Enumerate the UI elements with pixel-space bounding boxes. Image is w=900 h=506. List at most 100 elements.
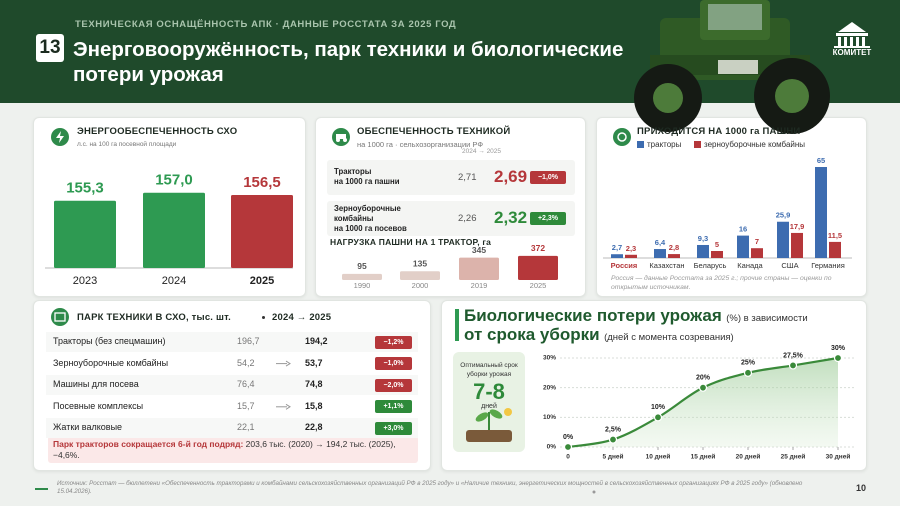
bar [697, 244, 709, 258]
change-badge: +1,1% [375, 400, 412, 414]
panel-subtitle: л.с. на 100 га посевной площади [77, 141, 177, 148]
old-value: 54,2 [237, 357, 255, 368]
bar [611, 254, 623, 258]
kicker: ТЕХНИЧЕСКАЯ ОСНАЩЁННОСТЬ АПК · ДАННЫЕ РО… [75, 19, 457, 30]
old-value: 15,7 [237, 400, 255, 411]
new-value: 2,32 [494, 207, 528, 227]
chart-title: НАГРУЗКА ПАШНИ НА 1 ТРАКТОР, га [330, 237, 492, 247]
category-label: 2024 [162, 275, 186, 287]
category-label: 2025 [530, 281, 547, 290]
bar [231, 195, 293, 268]
new-value: 74,8 [305, 379, 323, 390]
optimal-unit: дней [481, 403, 497, 410]
point [743, 368, 753, 377]
x-tick-label: 25 дней [781, 453, 806, 461]
legend-label: тракторы [647, 140, 682, 149]
value-label: 345 [472, 245, 486, 255]
value-label: 0% [563, 434, 574, 441]
x-tick-label: 30 дней [826, 453, 851, 461]
value-label: 157,0 [155, 172, 193, 189]
change-badge: −2,0% [375, 378, 412, 392]
panel-title: ПАРК ТЕХНИКИ В СХО, тыс. шт. [77, 312, 231, 323]
value-label: 10% [651, 404, 666, 411]
bar [815, 167, 827, 258]
value-label: 2,8 [669, 243, 679, 252]
note-text: 203,6 тыс. (2020) → 194,2 тыс. (2025), −… [53, 439, 396, 460]
value-label: 16 [739, 225, 747, 234]
page-number: 10 [856, 483, 867, 493]
row-bg [46, 418, 418, 439]
value-label: 156,5 [243, 174, 281, 191]
logo-text: КОМИТЕТ [832, 48, 872, 57]
category-label: Россия [611, 261, 638, 270]
panel-icons [35, 128, 631, 494]
losses-title: Биологические потери урожая [464, 306, 722, 325]
losses-title-line: от срока уборки (дней с момента созреван… [464, 325, 734, 345]
y-tick-label: 10% [543, 414, 556, 421]
change-badge: +2,3% [530, 211, 566, 225]
value-label: 155,3 [66, 180, 104, 197]
x-tick-label: 15 дней [691, 453, 716, 461]
point [698, 383, 708, 392]
source: Источник: Росстат — бюллетени «Обеспечен… [57, 480, 803, 495]
optimal-value: 7-8 [473, 379, 505, 404]
row-bg [46, 332, 418, 352]
losses-title: от срока уборки [464, 325, 600, 344]
old-value: 2,26 [458, 212, 477, 224]
legend-swatch [637, 141, 644, 148]
tractor-illustration [634, 0, 830, 134]
value-label: 9,3 [698, 234, 708, 243]
value-label: 7 [755, 237, 759, 246]
bar [400, 271, 440, 280]
bar [668, 254, 680, 258]
panel-subtitle: на 1000 га · сельхозорганизации РФ [357, 140, 484, 149]
new-value: 53,7 [305, 357, 323, 368]
new-value: 194,2 [305, 336, 328, 346]
slide-number: 13 [36, 34, 64, 62]
new-value: 15,8 [305, 400, 323, 411]
y-tick-label: 20% [543, 384, 556, 391]
fleet-note: Парк тракторов сокращается 6-й год подря… [53, 439, 413, 461]
bar [737, 235, 749, 258]
losses-unit: (%) в зависимости [726, 313, 808, 324]
bar [654, 249, 666, 258]
bar [791, 232, 803, 258]
bar [54, 200, 116, 268]
new-value: 22,8 [305, 422, 323, 433]
bar [711, 251, 723, 258]
category-label: США [781, 261, 798, 270]
row-label: Жатки валковые [53, 422, 123, 433]
value-label: 11,5 [828, 231, 842, 240]
bar [625, 254, 637, 258]
value-label: 2,5% [605, 426, 622, 433]
category-label: Казахстан [649, 261, 684, 270]
legend-swatch [694, 141, 701, 148]
category-label: 2023 [73, 275, 97, 287]
category-label: Германия [811, 261, 845, 270]
category-label: 2000 [412, 281, 429, 290]
panel-title: ПРИХОДИТСЯ НА 1000 га ПАШНИ [637, 126, 801, 137]
change-badge: −1,0% [530, 170, 566, 184]
bar [342, 273, 382, 280]
x-tick-label: 0 [566, 454, 570, 461]
point [608, 435, 618, 444]
category-label: 2025 [250, 275, 274, 287]
old-value: 22,1 [237, 422, 255, 433]
category-label: 2019 [471, 281, 488, 290]
point [563, 442, 573, 452]
value-label: 30% [831, 345, 846, 352]
row-label: Зерноуборочные комбайны на 1000 га посев… [334, 204, 407, 233]
category-label: Канада [737, 261, 763, 270]
value-label: 20% [696, 375, 711, 382]
row-bg [46, 375, 418, 396]
panel-title: ОБЕСПЕЧЕННОСТЬ ТЕХНИКОЙ [357, 126, 511, 137]
arrow-head [285, 360, 291, 367]
bar [459, 257, 499, 280]
logo-building [834, 22, 870, 48]
row-label: Машины для посева [53, 379, 139, 390]
category-label: 1990 [354, 281, 371, 290]
value-label: 5 [715, 240, 719, 249]
row-label: Зерноуборочные комбайны [53, 357, 169, 368]
value-label: 372 [531, 243, 545, 253]
